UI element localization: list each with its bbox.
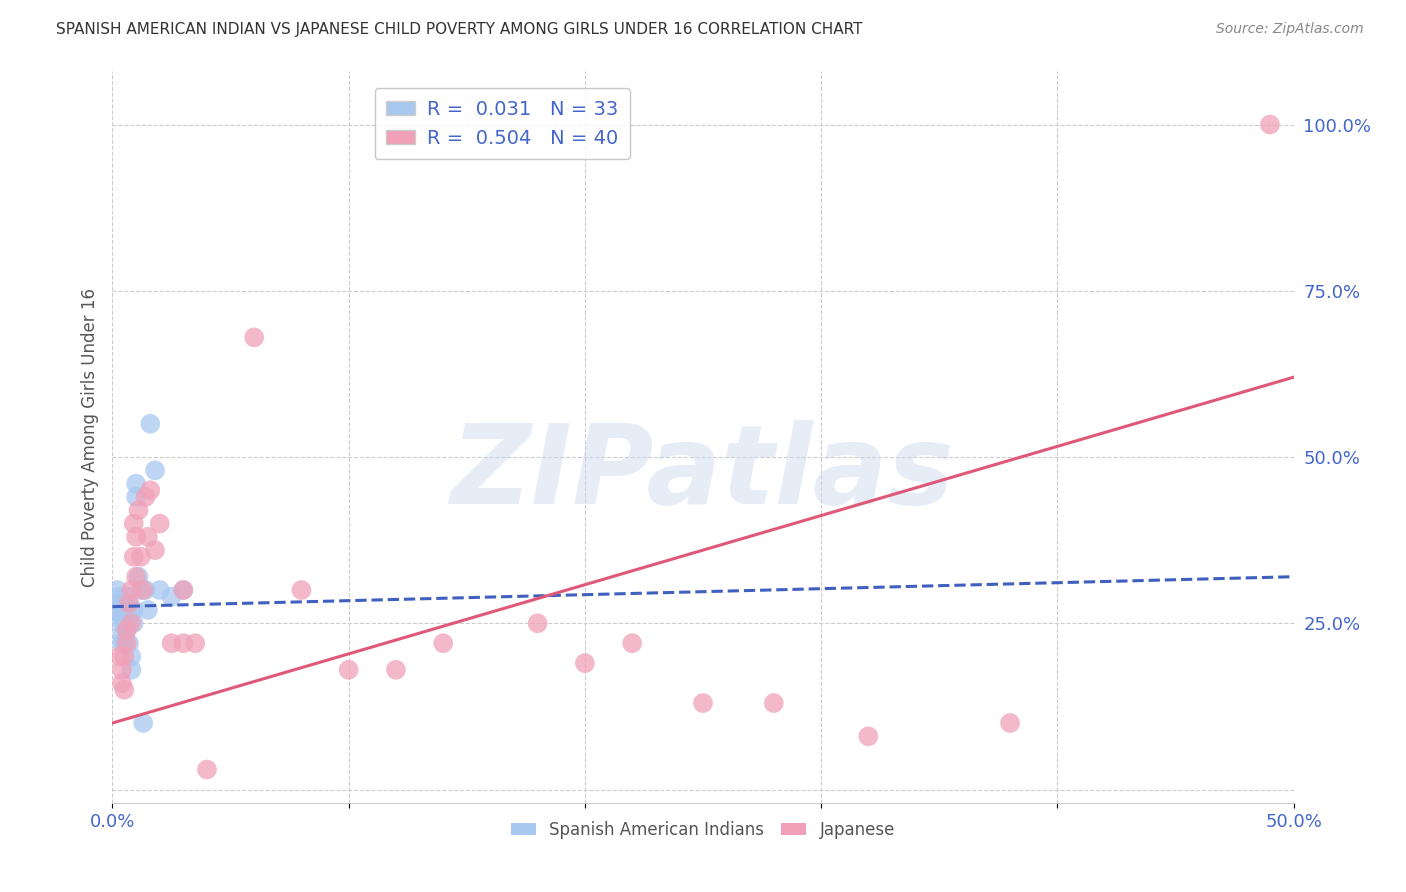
Y-axis label: Child Poverty Among Girls Under 16: Child Poverty Among Girls Under 16 <box>80 287 98 587</box>
Point <box>125 570 148 584</box>
Point <box>290 582 312 597</box>
Point <box>115 590 138 604</box>
Point <box>385 663 408 677</box>
Point <box>1258 118 1281 132</box>
Point <box>160 636 183 650</box>
Point <box>120 649 142 664</box>
Point <box>111 636 134 650</box>
Point <box>998 716 1021 731</box>
Text: ZIPatlas: ZIPatlas <box>451 420 955 527</box>
Point <box>111 609 134 624</box>
Point <box>118 596 141 610</box>
Point <box>104 596 127 610</box>
Point <box>118 596 141 610</box>
Text: Source: ZipAtlas.com: Source: ZipAtlas.com <box>1216 22 1364 37</box>
Point <box>122 616 145 631</box>
Point <box>195 763 218 777</box>
Point <box>574 656 596 670</box>
Point <box>125 476 148 491</box>
Point <box>858 729 880 743</box>
Legend: Spanish American Indians, Japanese: Spanish American Indians, Japanese <box>505 814 901 846</box>
Point <box>143 463 166 477</box>
Point <box>127 570 149 584</box>
Point <box>111 630 134 644</box>
Point <box>127 503 149 517</box>
Point <box>122 603 145 617</box>
Point <box>112 616 135 631</box>
Point <box>115 623 138 637</box>
Point <box>105 603 128 617</box>
Point <box>172 582 194 597</box>
Point <box>115 603 138 617</box>
Point <box>122 516 145 531</box>
Point <box>129 582 152 597</box>
Point <box>132 582 155 597</box>
Point <box>621 636 644 650</box>
Point <box>118 609 141 624</box>
Point <box>149 582 172 597</box>
Point <box>112 682 135 697</box>
Point <box>526 616 548 631</box>
Point <box>136 603 159 617</box>
Point <box>184 636 207 650</box>
Point <box>135 582 157 597</box>
Point <box>762 696 785 710</box>
Point <box>112 636 135 650</box>
Point <box>111 676 134 690</box>
Point <box>132 716 155 731</box>
Point <box>432 636 454 650</box>
Point <box>143 543 166 558</box>
Point <box>120 663 142 677</box>
Point <box>125 490 148 504</box>
Point <box>112 649 135 664</box>
Point <box>108 616 131 631</box>
Point <box>120 582 142 597</box>
Point <box>111 663 134 677</box>
Point <box>692 696 714 710</box>
Point <box>105 582 128 597</box>
Point <box>172 582 194 597</box>
Point <box>139 417 162 431</box>
Point <box>115 623 138 637</box>
Point <box>115 636 138 650</box>
Point <box>118 636 141 650</box>
Point <box>172 636 194 650</box>
Point <box>122 549 145 564</box>
Point <box>120 616 142 631</box>
Text: SPANISH AMERICAN INDIAN VS JAPANESE CHILD POVERTY AMONG GIRLS UNDER 16 CORRELATI: SPANISH AMERICAN INDIAN VS JAPANESE CHIL… <box>56 22 863 37</box>
Point <box>337 663 360 677</box>
Point <box>135 490 157 504</box>
Point <box>136 530 159 544</box>
Point <box>108 649 131 664</box>
Point <box>129 549 152 564</box>
Point <box>125 530 148 544</box>
Point <box>108 590 131 604</box>
Point <box>149 516 172 531</box>
Point <box>112 603 135 617</box>
Point <box>243 330 266 344</box>
Point <box>160 590 183 604</box>
Point <box>139 483 162 498</box>
